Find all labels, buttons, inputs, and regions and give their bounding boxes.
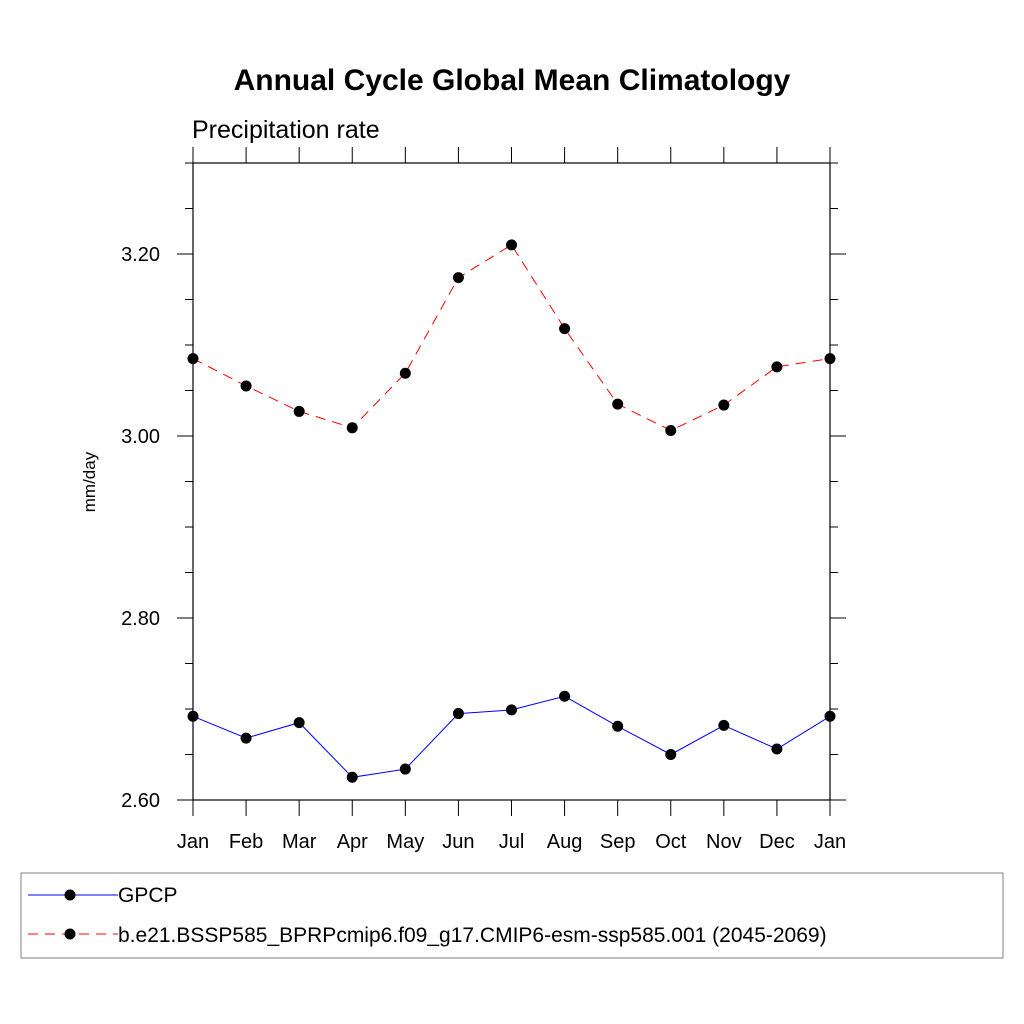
y-tick-label: 2.60 [121,790,160,812]
legend-box [20,872,1004,959]
series-2-point [665,425,677,437]
series-1-point [346,771,358,783]
series-2-point [399,367,411,379]
series-1-point [665,749,677,760]
y-tick-labels: 2.60 2.80 3.00 3.20 [121,244,160,812]
series-1-point [187,710,199,722]
y-axis-label: mm/day [80,451,99,512]
series-layer [187,239,836,783]
legend-label-gpcp: GPCP [118,884,178,907]
series-1-point [293,717,305,729]
series-1-point [612,720,624,732]
legend-marker-model [64,928,76,940]
series-1-point [559,690,571,702]
x-tick-label: Sep [600,831,636,853]
chart-title: Annual Cycle Global Mean Climatology [234,64,791,97]
x-tick-label: Oct [655,831,687,853]
series-2-point [718,399,730,411]
x-tick-label: Jan [177,831,209,853]
series-2-point [771,361,783,373]
series-2-point [506,239,517,251]
x-tick-label: Mar [282,831,317,853]
series-2-point [240,380,252,392]
axis-ticks [177,147,846,816]
x-tick-label: Aug [547,831,583,853]
y-tick-label: 3.00 [121,426,160,448]
series-1-point [452,708,464,720]
series-2-point [452,272,464,284]
y-tick-label: 3.20 [121,244,160,266]
series-2-point [346,422,358,434]
x-tick-label: Nov [706,831,742,853]
legend-marker-gpcp [64,889,76,901]
series-2-point [559,323,571,335]
series-1-point [506,704,517,716]
series-2-point [612,398,624,410]
series-2-point [293,405,305,417]
x-tick-labels: Jan Feb Mar Apr May Jun Jul Aug Sep Oct Nov Dec Jan [177,831,846,853]
x-tick-label: Feb [229,831,263,853]
x-tick-label: Dec [759,831,795,853]
series-2-point [824,353,836,365]
x-tick-label: Apr [337,831,368,853]
series-1-point [824,710,836,722]
series-2-point [187,353,199,365]
series-line-2 [192,244,831,432]
series-1-point [240,732,252,744]
legend-label-model: b.e21.BSSP585_BPRPcmip6.f09_g17.CMIP6-es… [118,924,827,947]
series-1-point [718,719,730,731]
x-tick-label: May [386,831,424,853]
x-tick-label: Jul [499,831,525,853]
series-1-point [399,763,411,775]
y-tick-label: 2.80 [121,608,160,630]
chart-subtitle: Precipitation rate [192,116,380,144]
series-1-point [771,743,783,755]
x-tick-label: Jun [442,831,474,853]
legend: GPCP b.e21.BSSP585_BPRPcmip6.f09_g17.CMI… [20,872,1004,959]
x-tick-label: Jan [814,831,846,853]
